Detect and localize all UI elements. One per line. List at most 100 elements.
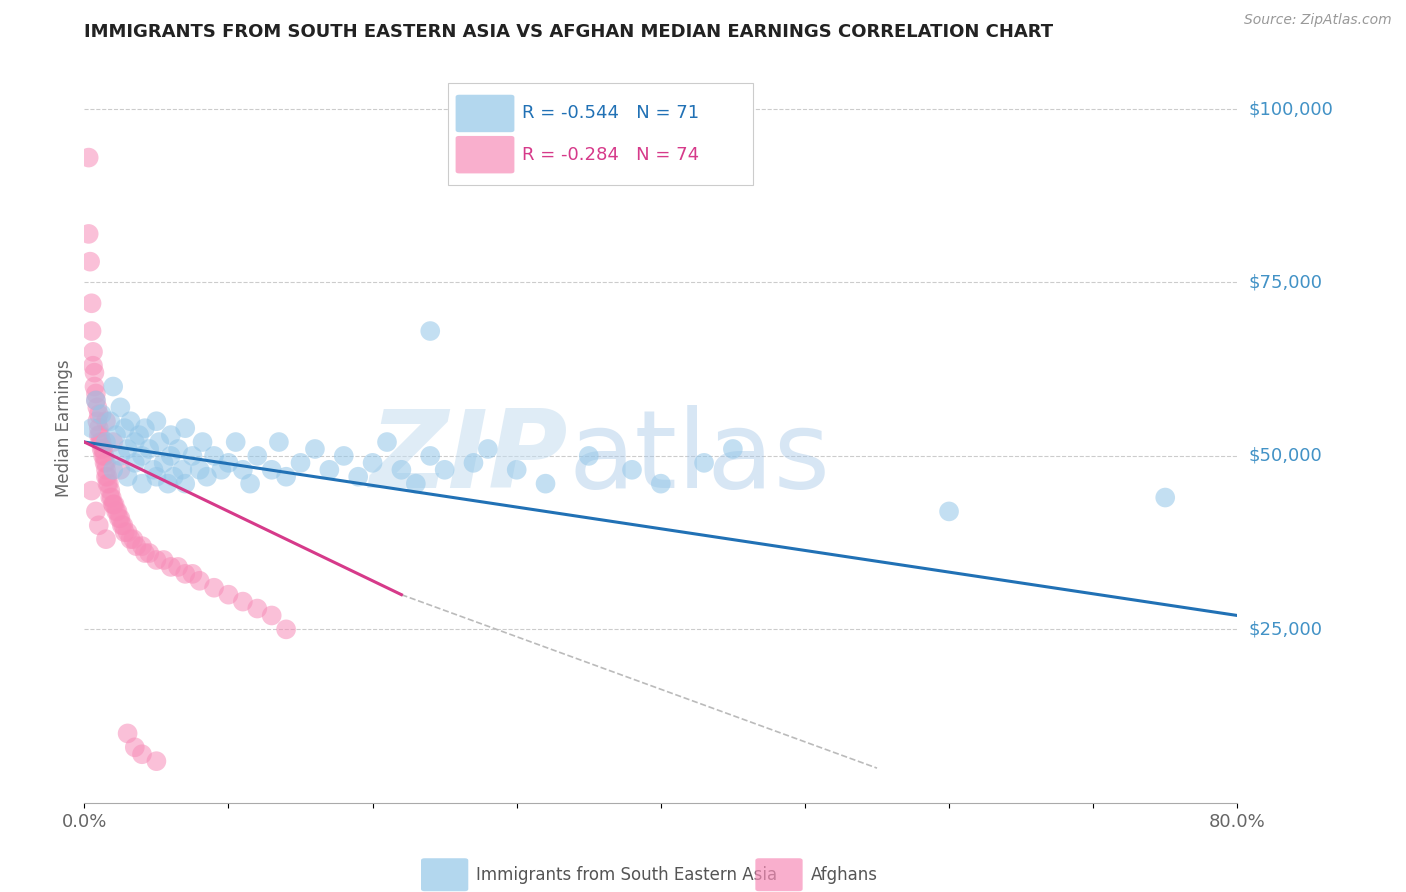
Point bbox=[218, 456, 240, 470]
Point bbox=[163, 469, 186, 483]
Point bbox=[225, 435, 247, 450]
Point bbox=[347, 469, 370, 483]
Text: Immigrants from South Eastern Asia: Immigrants from South Eastern Asia bbox=[477, 866, 778, 884]
Point bbox=[117, 442, 139, 456]
Point bbox=[120, 414, 142, 428]
Point bbox=[333, 449, 356, 463]
Point bbox=[232, 463, 254, 477]
Point bbox=[131, 476, 153, 491]
Point bbox=[534, 476, 557, 491]
Point bbox=[375, 435, 398, 450]
Point bbox=[80, 296, 103, 310]
Point bbox=[152, 553, 174, 567]
Point bbox=[156, 476, 179, 491]
Point bbox=[91, 442, 114, 456]
Point bbox=[578, 449, 600, 463]
Point bbox=[103, 435, 124, 450]
Point bbox=[276, 623, 298, 637]
Point bbox=[167, 560, 190, 574]
Point bbox=[181, 449, 204, 463]
Point bbox=[191, 435, 214, 450]
Point bbox=[260, 608, 283, 623]
Point bbox=[131, 539, 153, 553]
Point bbox=[94, 463, 117, 477]
Point bbox=[100, 491, 122, 505]
Point bbox=[94, 469, 117, 483]
Point bbox=[195, 469, 218, 483]
Point bbox=[246, 601, 269, 615]
Point bbox=[93, 456, 115, 470]
Point bbox=[125, 539, 148, 553]
Point bbox=[391, 463, 413, 477]
Point bbox=[90, 435, 112, 450]
Point bbox=[110, 401, 132, 415]
Text: Source: ZipAtlas.com: Source: ZipAtlas.com bbox=[1244, 13, 1392, 28]
Point bbox=[117, 525, 139, 540]
Point bbox=[86, 414, 108, 428]
Point bbox=[80, 483, 103, 498]
Point bbox=[174, 566, 197, 581]
Point bbox=[181, 566, 204, 581]
Point bbox=[160, 560, 183, 574]
Point bbox=[117, 469, 139, 483]
Point bbox=[260, 463, 283, 477]
Point bbox=[276, 469, 298, 483]
Point bbox=[79, 254, 101, 268]
Text: IMMIGRANTS FROM SOUTH EASTERN ASIA VS AFGHAN MEDIAN EARNINGS CORRELATION CHART: IMMIGRANTS FROM SOUTH EASTERN ASIA VS AF… bbox=[84, 23, 1053, 41]
Point bbox=[218, 588, 240, 602]
FancyBboxPatch shape bbox=[456, 95, 515, 132]
Point bbox=[105, 428, 128, 442]
Point bbox=[1154, 491, 1177, 505]
Point bbox=[145, 414, 167, 428]
Point bbox=[239, 476, 262, 491]
Point bbox=[94, 414, 117, 428]
Point bbox=[202, 581, 225, 595]
Point bbox=[105, 504, 128, 518]
Point bbox=[111, 518, 134, 533]
Point bbox=[83, 379, 105, 393]
Point bbox=[108, 511, 131, 525]
Point bbox=[82, 359, 104, 373]
FancyBboxPatch shape bbox=[420, 858, 468, 891]
Point bbox=[304, 442, 326, 456]
Point bbox=[134, 421, 156, 435]
Point bbox=[650, 476, 672, 491]
Point bbox=[84, 386, 107, 401]
Point bbox=[87, 518, 110, 533]
Point bbox=[124, 456, 146, 470]
Point bbox=[232, 594, 254, 608]
Point bbox=[172, 463, 194, 477]
Point bbox=[104, 498, 127, 512]
Point bbox=[131, 747, 153, 762]
Point bbox=[142, 463, 165, 477]
Point bbox=[84, 393, 107, 408]
Text: R = -0.284   N = 74: R = -0.284 N = 74 bbox=[523, 145, 700, 163]
Point bbox=[131, 449, 153, 463]
Point bbox=[98, 491, 121, 505]
FancyBboxPatch shape bbox=[447, 84, 754, 185]
Text: Afghans: Afghans bbox=[811, 866, 877, 884]
Point bbox=[89, 428, 111, 442]
Point bbox=[103, 379, 124, 393]
Point bbox=[86, 401, 108, 415]
Point bbox=[128, 428, 150, 442]
Point bbox=[94, 435, 117, 450]
Point bbox=[246, 449, 269, 463]
Point bbox=[94, 456, 117, 470]
Point bbox=[124, 740, 146, 755]
Point bbox=[405, 476, 427, 491]
Text: $100,000: $100,000 bbox=[1249, 100, 1333, 118]
Point bbox=[174, 421, 197, 435]
Point bbox=[120, 532, 142, 546]
Point bbox=[77, 227, 100, 241]
Text: $75,000: $75,000 bbox=[1249, 274, 1323, 292]
Text: ZIP: ZIP bbox=[370, 405, 568, 511]
Point bbox=[87, 421, 110, 435]
Point bbox=[148, 435, 170, 450]
Point bbox=[419, 324, 441, 338]
Point bbox=[202, 449, 225, 463]
Point bbox=[84, 504, 107, 518]
Point bbox=[134, 546, 156, 560]
Point bbox=[160, 449, 183, 463]
Point bbox=[693, 456, 716, 470]
